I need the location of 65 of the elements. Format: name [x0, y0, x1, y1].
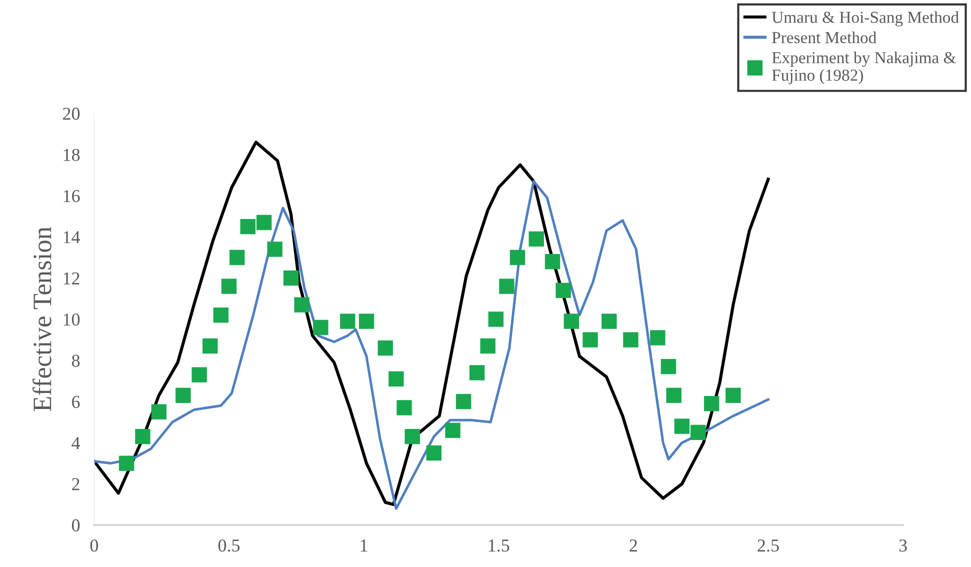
point	[602, 314, 617, 329]
point	[396, 400, 412, 416]
x-tick-label: 1.5	[488, 540, 510, 552]
y-tick-label: 16	[64, 190, 80, 202]
x-tick-label: 1	[360, 540, 368, 552]
point	[388, 371, 404, 387]
point	[340, 314, 356, 329]
point	[456, 394, 472, 410]
point	[294, 297, 310, 312]
point	[313, 320, 328, 336]
legend-label: Present Method	[772, 32, 876, 44]
point	[528, 231, 544, 247]
point	[704, 396, 720, 412]
y-tick-label: 20	[63, 108, 80, 120]
y-tick-label: 8	[72, 354, 80, 367]
x-tick-label: 2	[630, 540, 637, 552]
point	[240, 218, 256, 234]
point	[690, 424, 706, 440]
point	[135, 428, 150, 444]
y-tick-label: 2	[72, 478, 80, 490]
point	[544, 254, 560, 270]
point	[426, 445, 442, 461]
point	[229, 250, 245, 266]
point	[666, 388, 682, 403]
point	[469, 365, 485, 380]
point	[358, 314, 374, 329]
point	[488, 312, 504, 327]
point	[674, 418, 690, 434]
x-tick-label: 0.5	[218, 539, 240, 552]
y-tick-label: 12	[64, 272, 80, 284]
point	[192, 367, 207, 382]
point	[221, 278, 237, 294]
y-axis-title: Effective Tension	[32, 226, 52, 412]
point	[556, 282, 571, 298]
point	[650, 330, 666, 346]
y-tick-label: 4	[72, 437, 80, 449]
y-tick-label: 14	[64, 231, 80, 244]
y-tick-label: 6	[72, 396, 80, 408]
point	[378, 340, 393, 356]
point	[267, 242, 282, 257]
point	[404, 428, 420, 444]
x-tick-label: 2.5	[758, 540, 779, 552]
point	[660, 358, 676, 374]
point	[499, 278, 514, 294]
x-tick-label: 3	[899, 540, 907, 552]
y-tick-label: 0	[72, 519, 80, 532]
point	[213, 307, 229, 323]
point	[283, 270, 299, 286]
point	[582, 332, 598, 348]
y-tick-label: 18	[64, 148, 80, 162]
point	[118, 456, 134, 471]
y-tick-label: 10	[64, 313, 80, 326]
point	[726, 388, 741, 403]
legend-label: Experiment by Nakajima & Fujino (1982)	[772, 52, 956, 84]
point	[256, 214, 272, 230]
point	[176, 388, 191, 403]
point	[564, 314, 580, 329]
point	[510, 250, 526, 266]
point	[445, 422, 460, 438]
x-tick-label: 0	[90, 539, 98, 552]
legend-label: Umaru & Hoi-Sang Method	[772, 11, 959, 26]
point	[151, 404, 166, 420]
point	[202, 338, 218, 354]
point	[480, 338, 496, 354]
point	[623, 332, 638, 348]
